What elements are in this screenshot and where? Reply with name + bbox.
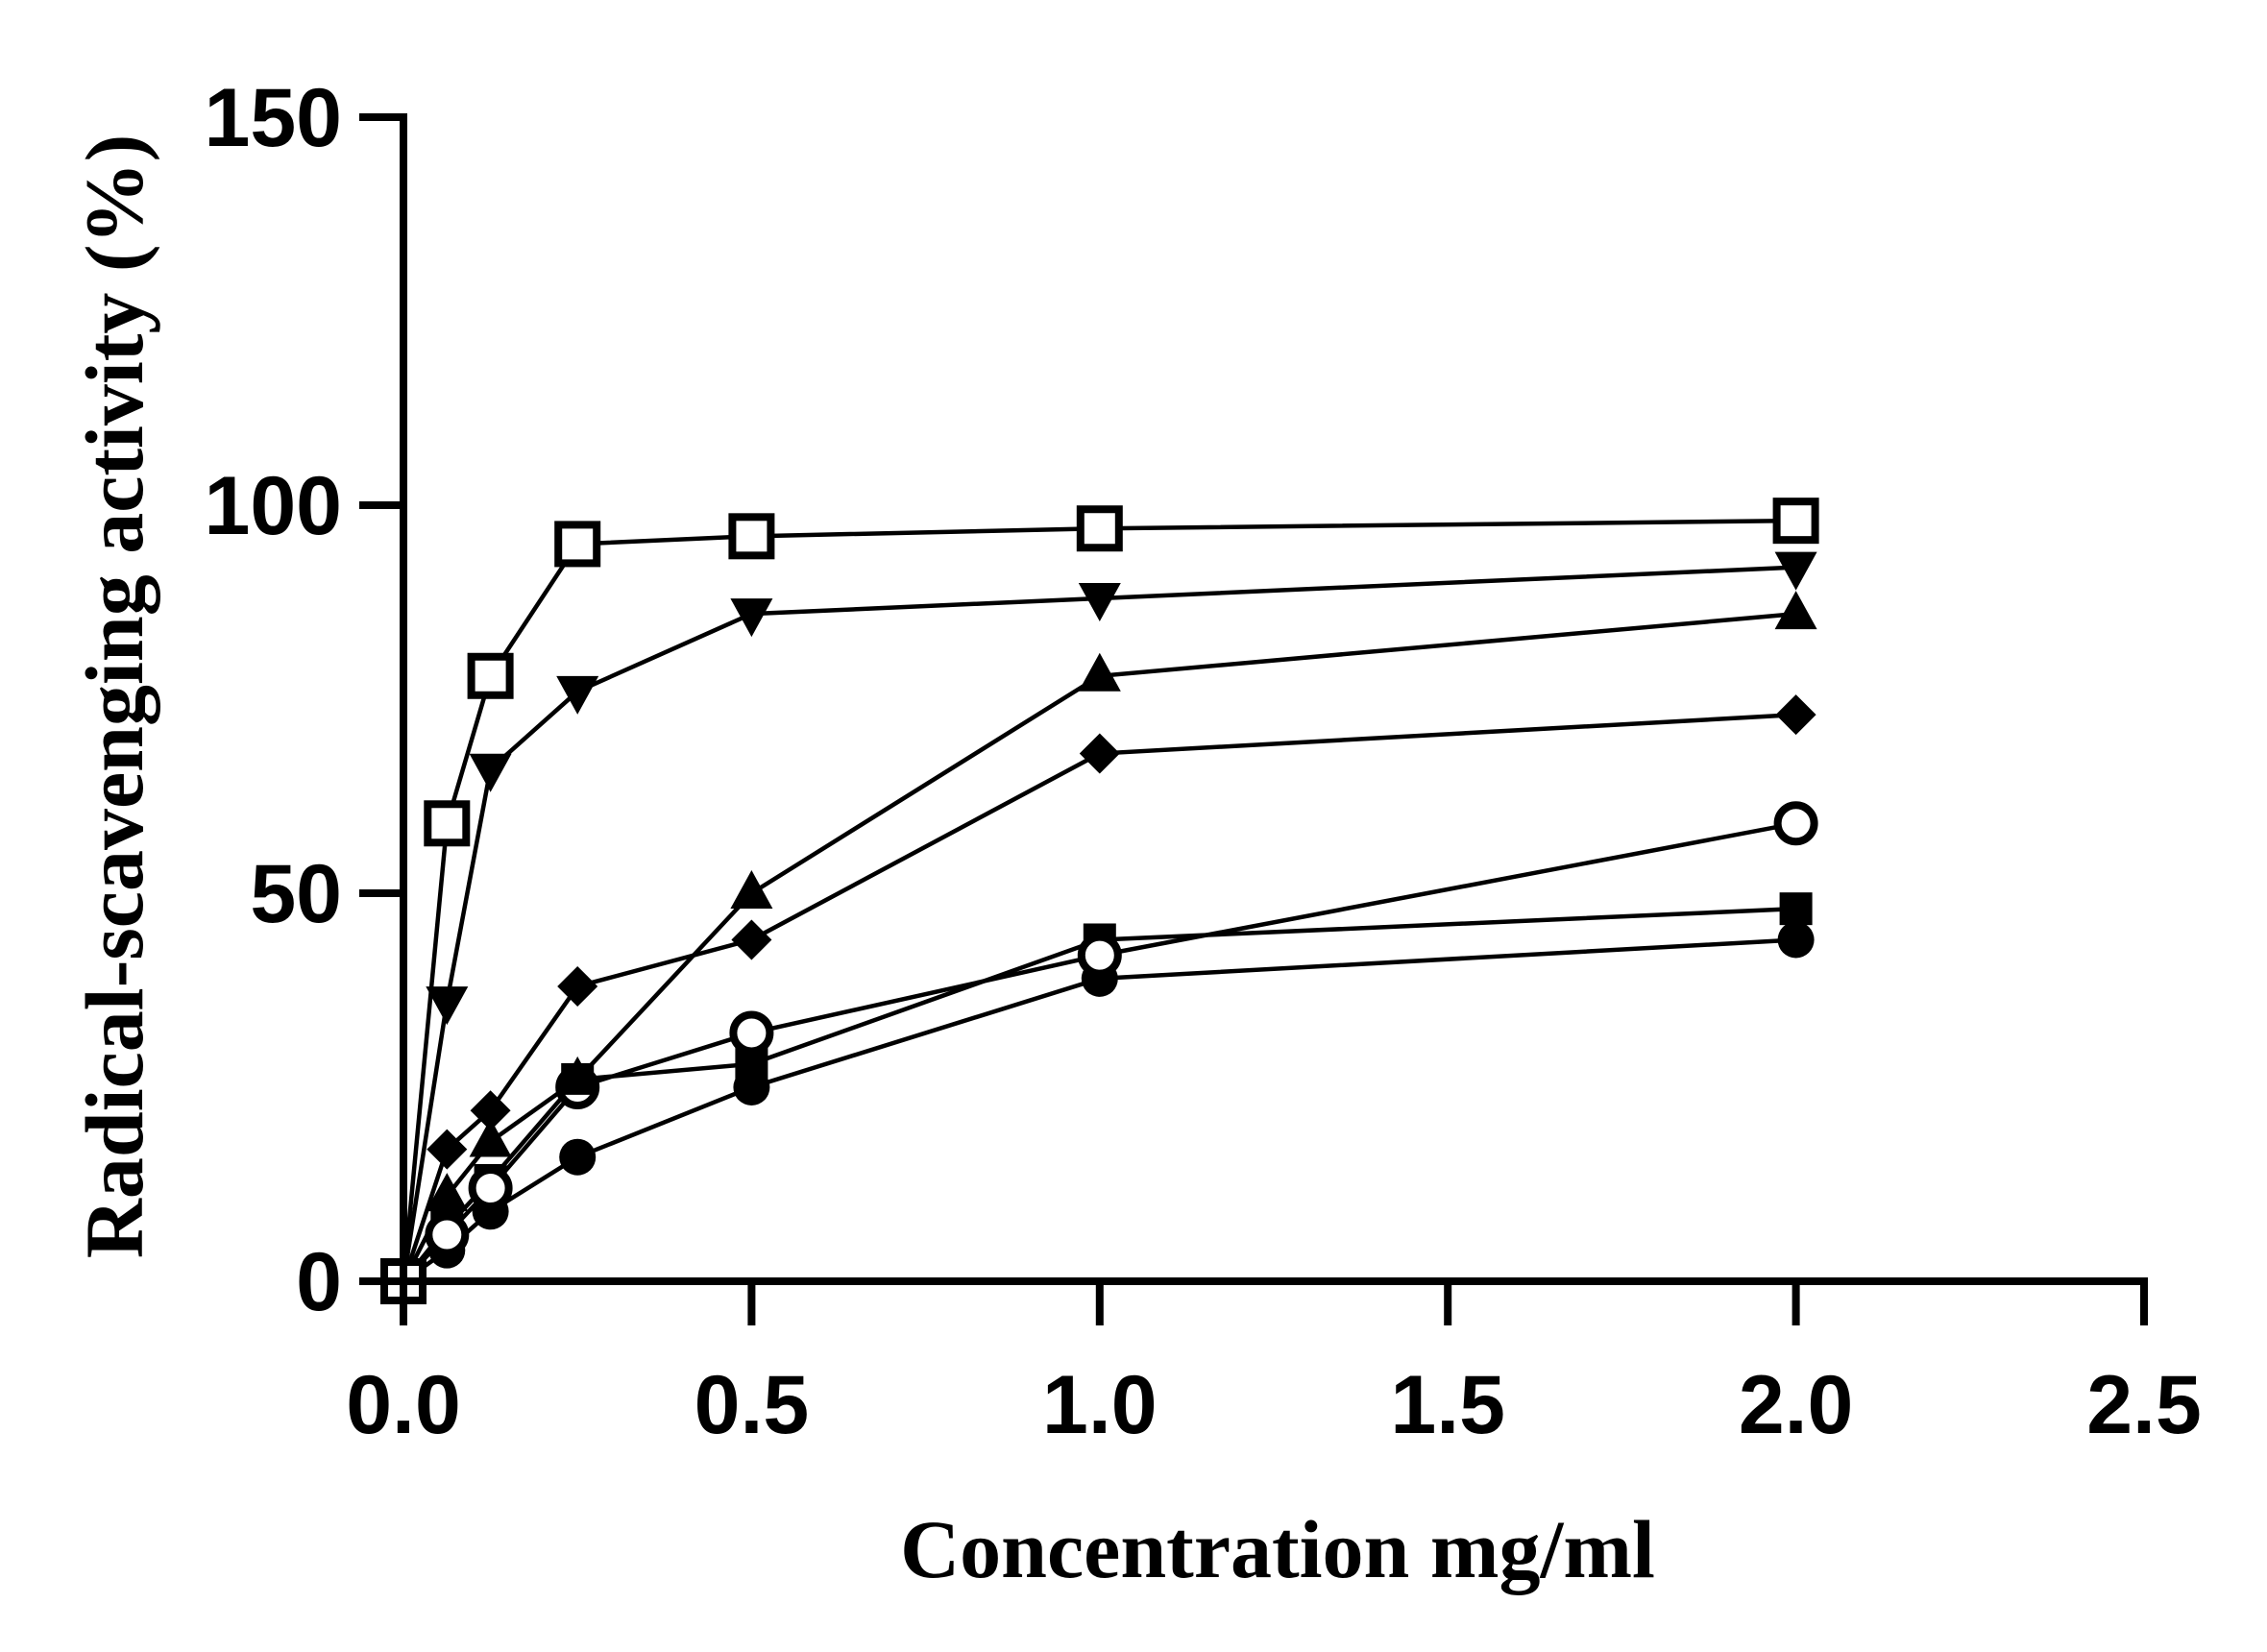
y-axis-title: Radical-scavenging activity (%): [68, 134, 160, 1258]
series-open-square: [380, 498, 1819, 1304]
data-point: [469, 753, 512, 792]
data-point: [425, 1212, 470, 1257]
data-point: [728, 513, 775, 560]
data-point: [467, 652, 514, 699]
data-point: [1777, 921, 1815, 959]
x-tick-label: 1.5: [1390, 1359, 1505, 1451]
data-point: [470, 1090, 511, 1131]
y-tick-label: 150: [205, 72, 343, 164]
series-line-open-circle: [402, 821, 1797, 1283]
data-point: [469, 1118, 512, 1157]
data-point: [1774, 591, 1817, 630]
series-markers: [380, 498, 1819, 1304]
data-point: [1774, 551, 1817, 591]
data-point: [1773, 801, 1818, 846]
data-point: [1775, 694, 1816, 736]
axes: 0.0 0.5 1.0 1.5 2.0 2.5 0 50 100 150: [205, 72, 2202, 1451]
y-tick-label: 0: [296, 1236, 342, 1328]
data-point: [1779, 892, 1813, 926]
plot-area: [380, 498, 1819, 1304]
data-point: [1076, 505, 1123, 552]
data-point: [1079, 733, 1120, 774]
x-tick-label: 0.0: [346, 1359, 461, 1451]
data-point: [731, 919, 772, 960]
x-axis-title: Concentration mg/ml: [900, 1503, 1655, 1595]
x-tick-label: 0.5: [695, 1359, 810, 1451]
series-filled-diamond: [383, 694, 1816, 1301]
data-point: [468, 1166, 513, 1211]
data-point: [1772, 498, 1819, 545]
data-point: [427, 1129, 468, 1170]
data-point: [1078, 582, 1121, 621]
data-point: [556, 1056, 599, 1095]
x-tick-label: 2.0: [1739, 1359, 1854, 1451]
data-point: [426, 1173, 469, 1212]
data-point: [730, 870, 773, 909]
data-point: [424, 800, 471, 847]
data-point: [559, 1138, 597, 1176]
data-point: [426, 986, 469, 1026]
series-line-open-square: [401, 518, 1796, 1282]
series-open-circle: [381, 801, 1818, 1303]
data-point: [557, 965, 598, 1007]
y-tick-label: 50: [250, 848, 342, 940]
x-tick-label: 2.5: [2086, 1359, 2202, 1451]
series-lines: [401, 518, 1797, 1283]
data-point: [554, 521, 601, 568]
data-point: [1078, 652, 1121, 692]
x-tick-label: 1.0: [1042, 1359, 1158, 1451]
data-point: [1077, 933, 1122, 978]
data-point: [729, 1010, 774, 1056]
data-point: [556, 675, 599, 715]
series-line-filled-diamond: [401, 712, 1796, 1282]
data-point: [730, 598, 773, 638]
y-tick-label: 100: [205, 460, 343, 552]
